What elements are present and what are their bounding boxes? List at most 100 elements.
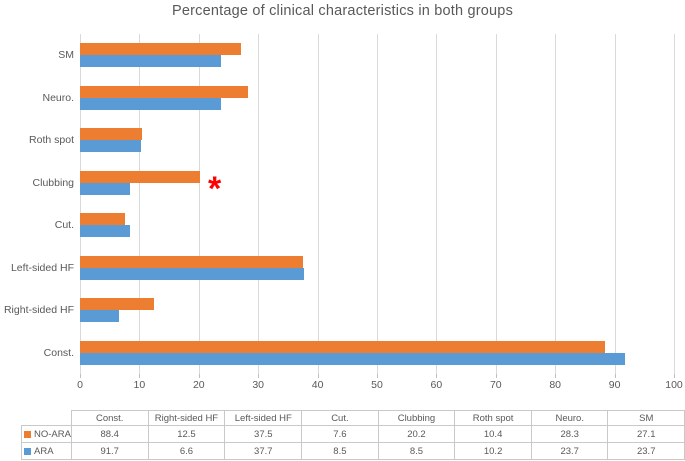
gridline-50 <box>377 34 378 374</box>
x-label-20: 20 <box>192 379 205 391</box>
legend-swatch-no-ara <box>24 430 31 438</box>
table-body: Const. Right-sided HF Left-sided HF Cut. Clu… <box>21 410 685 460</box>
x-tick-70 <box>495 374 497 378</box>
gridline-100 <box>674 34 675 374</box>
x-label-40: 40 <box>311 379 324 391</box>
x-tick-30 <box>258 374 260 378</box>
gridline-30 <box>258 34 260 374</box>
bar-group-sm <box>80 34 674 77</box>
category-label-sm: SM <box>58 49 74 62</box>
table-value-no-ara-roth-spot: 10.4 <box>454 425 532 443</box>
gridline-20 <box>198 34 200 374</box>
x-label-50: 50 <box>371 379 383 391</box>
legend-cell-ara: ARA <box>21 442 72 460</box>
x-tick-20 <box>198 374 200 378</box>
category-label-left-sided-hf: Left-sided HF <box>10 261 74 274</box>
table-value-ara-cut: 8.5 <box>301 442 379 460</box>
table-header-row: Const. Right-sided HF Left-sided HF Cut. Clu… <box>21 410 685 426</box>
bar-group-roth-spot <box>80 119 674 162</box>
x-label-100: 100 <box>665 379 683 391</box>
x-label-30: 30 <box>252 379 265 391</box>
legend-label-no-ara: NO-ARA <box>34 428 71 440</box>
x-tick-40 <box>317 374 319 378</box>
bar-ara-left-sided-hf <box>80 267 304 280</box>
chart-title: Percentage of clinical characteristics i… <box>171 3 514 19</box>
bar-group-const <box>80 332 674 375</box>
data-table: Const. Right-sided HF Left-sided HF Cut. Clu… <box>21 410 685 460</box>
bar-no-ara-cut <box>80 213 126 226</box>
table-value-no-ara-right-sided-hf: 12.5 <box>147 425 226 443</box>
bar-ara-right-sided-hf <box>80 310 120 323</box>
bar-group-clubbing <box>80 162 674 205</box>
table-value-no-ara-sm: 27.1 <box>607 425 685 443</box>
bar-no-ara-clubbing <box>80 170 200 183</box>
table-col-header-left-sided-hf: Left-sided HF <box>224 410 303 426</box>
bar-group-right-sided-hf <box>80 289 674 332</box>
table-value-ara-neuro: 23.7 <box>530 442 609 460</box>
table-col-header-clubbing: Clubbing <box>377 410 456 426</box>
x-tick-50 <box>377 374 378 378</box>
table-row-no-ara: NO-ARA 88.4 12.5 37.5 7.6 20.2 10.4 28.3 27.1 <box>21 425 685 443</box>
table-value-ara-right-sided-hf: 6.6 <box>147 442 226 460</box>
category-label-roth-spot: Roth spot <box>29 134 74 147</box>
category-label-right-sided-hf: Right-sided HF <box>3 304 74 317</box>
table-value-ara-roth-spot: 10.2 <box>454 442 532 460</box>
gridline-70 <box>495 34 497 374</box>
bar-no-ara-const <box>80 340 606 353</box>
table-col-header-cut: Cut. <box>301 410 379 426</box>
x-label-70: 70 <box>489 379 502 391</box>
bar-ara-neuro <box>80 97 221 110</box>
bar-no-ara-sm <box>80 43 241 56</box>
legend-swatch-ara <box>24 447 31 455</box>
gridline-60 <box>436 34 438 374</box>
x-tick-60 <box>436 374 438 378</box>
bar-no-ara-right-sided-hf <box>80 298 155 311</box>
table-value-no-ara-neuro: 28.3 <box>530 425 609 443</box>
legend-label-ara: ARA <box>34 445 54 457</box>
bar-group-neuro <box>80 77 674 120</box>
table-col-header-sm: SM <box>607 410 685 426</box>
table-corner-cell <box>21 410 72 426</box>
table-row-ara: ARA 91.7 6.6 37.7 8.5 8.5 10.2 23.7 23.7 <box>21 442 685 460</box>
category-label-cut: Cut. <box>54 219 74 232</box>
category-label-clubbing: Clubbing <box>32 176 74 189</box>
x-label-60: 60 <box>430 379 443 391</box>
table-col-header-neuro: Neuro. <box>530 410 609 426</box>
legend-cell-no-ara: NO-ARA <box>21 425 72 443</box>
bar-group-cut <box>80 204 674 247</box>
gridline-80 <box>555 34 557 374</box>
gridline-40 <box>317 34 319 374</box>
x-label-80: 80 <box>549 379 562 391</box>
table-value-ara-sm: 23.7 <box>607 442 685 460</box>
bar-ara-clubbing <box>80 182 131 195</box>
bar-ara-const <box>80 352 625 365</box>
bar-no-ara-neuro <box>80 85 249 98</box>
table-value-no-ara-clubbing: 20.2 <box>377 425 456 443</box>
table-value-no-ara-cut: 7.6 <box>301 425 379 443</box>
x-tick-0 <box>80 374 81 378</box>
x-tick-100 <box>674 374 675 378</box>
x-tick-80 <box>555 374 557 378</box>
bar-no-ara-roth-spot <box>80 128 142 141</box>
table-col-header-roth-spot: Roth spot <box>454 410 532 426</box>
x-label-0: 0 <box>77 379 83 391</box>
bar-ara-roth-spot <box>80 140 141 153</box>
table-value-no-ara-const: 88.4 <box>70 425 149 443</box>
bar-group-left-sided-hf <box>80 247 674 290</box>
x-tick-10 <box>139 374 141 378</box>
bar-no-ara-left-sided-hf <box>80 255 303 268</box>
table-value-ara-const: 91.7 <box>70 442 149 460</box>
gridline-10 <box>139 34 141 374</box>
significance-asterisk: * <box>207 169 222 208</box>
x-label-10: 10 <box>133 379 146 391</box>
gridline-0 <box>80 34 81 374</box>
x-label-90: 90 <box>608 379 621 391</box>
bar-ara-sm <box>80 55 221 68</box>
plot-area <box>80 34 675 378</box>
table-value-ara-left-sided-hf: 37.7 <box>224 442 303 460</box>
gridline-90 <box>614 34 616 374</box>
category-label-const: Const. <box>43 346 74 359</box>
bar-ara-cut <box>80 225 131 238</box>
table-col-header-const: Const. <box>70 410 149 426</box>
